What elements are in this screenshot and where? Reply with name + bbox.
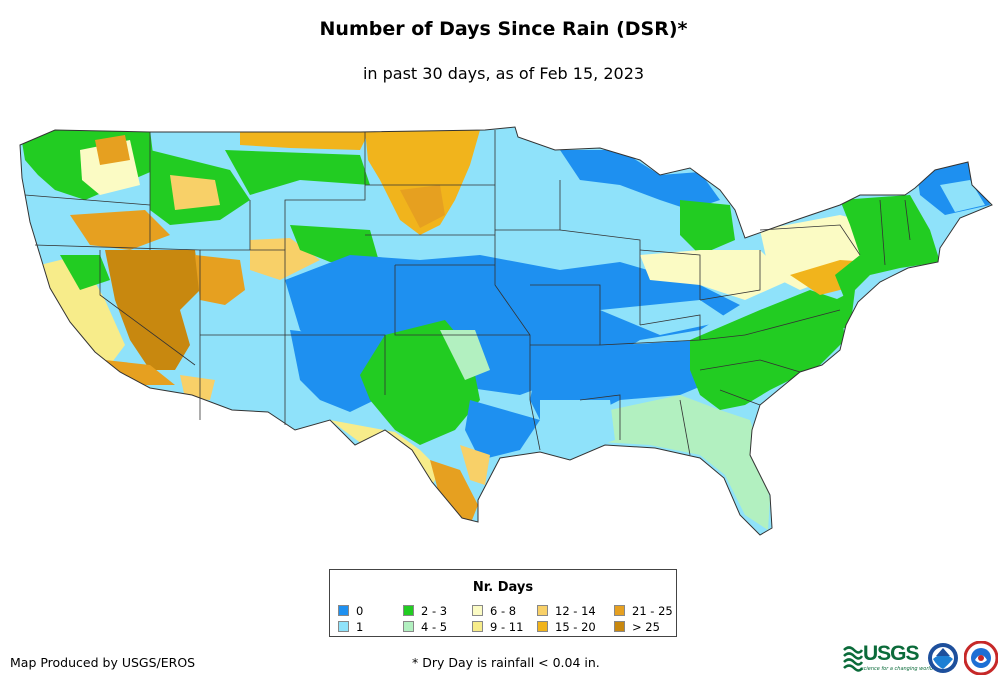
- legend-item: 2 - 3: [403, 604, 447, 618]
- zone-mn-blue: [560, 150, 720, 210]
- zone-tx-east-blue: [465, 400, 540, 460]
- legend-swatch: [614, 605, 625, 616]
- legend-swatch: [537, 605, 548, 616]
- zone-or-orange: [70, 210, 170, 250]
- legend-label: 1: [356, 620, 364, 634]
- legend-swatch: [537, 621, 548, 632]
- zone-tx-lightgreen: [440, 330, 490, 380]
- zone-se-lightgreen: [600, 395, 770, 530]
- zone-mt-green: [225, 150, 370, 195]
- zone-nv-darkorange: [105, 250, 200, 370]
- legend: Nr. Days 0 1 2 - 3 4 - 5 6 - 8 9 - 11 12 - 14 1…: [329, 569, 677, 637]
- legend-swatch: [338, 621, 349, 632]
- zone-se-green: [690, 290, 845, 410]
- legend-label: 6 - 8: [490, 604, 517, 618]
- legend-swatch: [338, 605, 349, 616]
- zone-az-tan: [180, 375, 215, 400]
- zone-ms-lightblue: [540, 400, 615, 455]
- zone-me-lightblue: [940, 180, 985, 212]
- legend-label: 0: [356, 604, 364, 618]
- zone-ky-lightblue: [600, 300, 730, 335]
- legend-title: Nr. Days: [472, 580, 534, 595]
- legend-swatch: [614, 621, 625, 632]
- legend-label: 9 - 11: [490, 620, 524, 634]
- legend-label: 21 - 25: [632, 604, 673, 618]
- legend-item: 12 - 14: [537, 604, 596, 618]
- legend-label: 4 - 5: [421, 620, 448, 634]
- map-credit: Map Produced by USGS/EROS: [10, 655, 196, 670]
- legend-swatch: [403, 621, 414, 632]
- zone-mi-green: [680, 200, 735, 255]
- zone-pnw-orange: [95, 135, 130, 165]
- zone-socal-orange: [105, 360, 175, 385]
- legend-item: 6 - 8: [472, 604, 516, 618]
- usgs-wave-icon: [843, 646, 863, 672]
- zone-wy-green: [290, 225, 380, 265]
- noaa-logo-icon: [928, 643, 958, 673]
- zone-tx-coastal-tan: [460, 445, 490, 485]
- state-borders: [19, 126, 993, 536]
- legend-item: > 25: [614, 620, 660, 634]
- legend-item: 21 - 25: [614, 604, 673, 618]
- zone-oh-yellow: [640, 250, 790, 300]
- legend-label: > 25: [632, 620, 660, 634]
- nws-logo-icon: [964, 641, 998, 675]
- zone-mt-orange: [240, 130, 370, 150]
- legend-item: 0: [338, 604, 363, 618]
- legend-swatch: [472, 605, 483, 616]
- legend-label: 2 - 3: [421, 604, 448, 618]
- footnote: * Dry Day is rainfall < 0.04 in.: [412, 655, 600, 670]
- zone-nd-orange: [365, 130, 480, 235]
- zone-id-tan: [170, 175, 220, 210]
- legend-swatch: [472, 621, 483, 632]
- usgs-tagline: science for a changing world: [861, 666, 933, 672]
- zone-tx-green: [360, 320, 480, 445]
- zone-tx-south-orange: [430, 460, 478, 525]
- legend-label: 12 - 14: [555, 604, 596, 618]
- legend-item: 4 - 5: [403, 620, 447, 634]
- zone-ca-green: [60, 255, 110, 290]
- legend-item: 15 - 20: [537, 620, 596, 634]
- zone-ca-yellow: [40, 255, 125, 365]
- usgs-logo-text: USGS: [863, 642, 920, 665]
- zone-ut-orange: [195, 255, 245, 305]
- legend-item: 1: [338, 620, 363, 634]
- zone-nd-dark: [400, 185, 445, 228]
- zone-nm-blue: [290, 330, 385, 412]
- legend-label: 15 - 20: [555, 620, 596, 634]
- zone-ne-green: [835, 195, 940, 300]
- agency-logos: USGS science for a changing world: [843, 640, 1001, 678]
- legend-swatch: [403, 605, 414, 616]
- map-title: Number of Days Since Rain (DSR)*: [319, 18, 688, 40]
- zone-central-blue: [285, 255, 740, 395]
- legend-item: 9 - 11: [472, 620, 523, 634]
- map-subtitle: in past 30 days, as of Feb 15, 2023: [362, 64, 645, 83]
